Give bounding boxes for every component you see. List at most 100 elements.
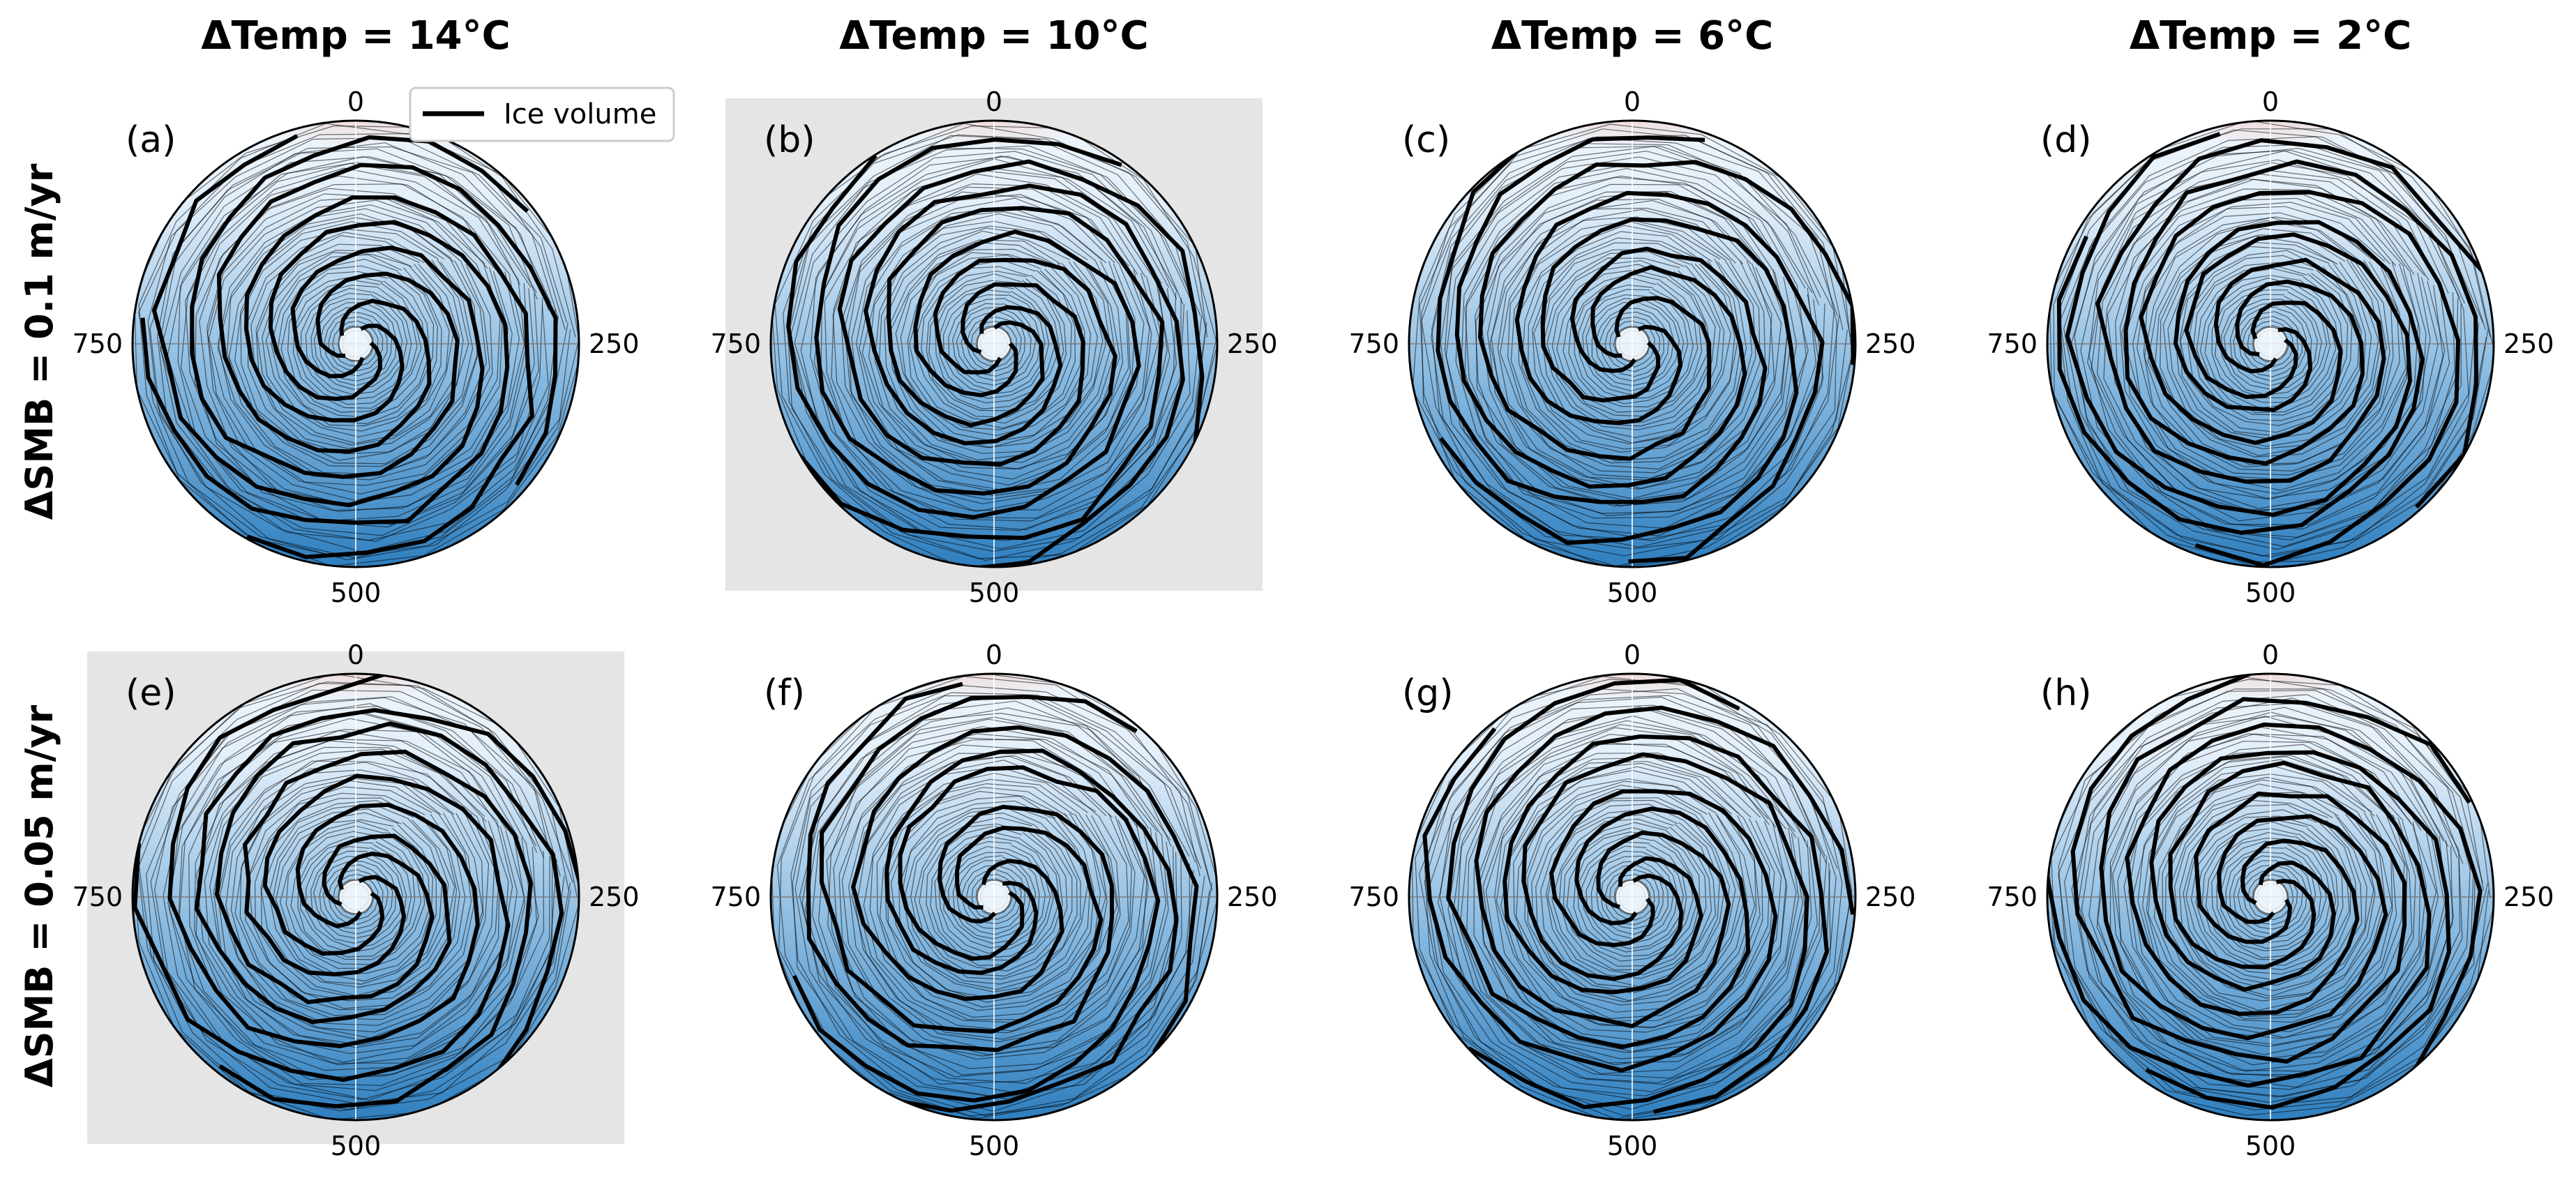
thin-contour xyxy=(185,167,526,511)
ice-volume-line xyxy=(1446,677,1751,1050)
thin-contour xyxy=(889,239,1104,448)
thin-contour xyxy=(852,755,1136,1040)
tick-label-250: 250 xyxy=(2503,329,2554,359)
thin-contour xyxy=(1585,298,1680,392)
thin-contour xyxy=(898,800,1091,993)
thin-contour xyxy=(948,298,1041,391)
tick-label-750: 750 xyxy=(1987,329,2038,359)
thin-contours xyxy=(1412,123,1855,567)
ice-volume-line xyxy=(2070,674,2407,1064)
thin-contour xyxy=(851,755,1132,1034)
tick-label-0: 0 xyxy=(347,86,364,117)
tick-label-500: 500 xyxy=(331,1131,382,1161)
thin-contour xyxy=(2201,828,2339,966)
ice-volume-series xyxy=(1422,677,1855,1115)
thin-contour xyxy=(2088,159,2455,530)
tick-label-750: 750 xyxy=(1348,329,1399,359)
polar-frame xyxy=(769,672,1219,1122)
thin-contour xyxy=(2205,831,2337,960)
thin-contour xyxy=(313,302,397,386)
thin-contour xyxy=(280,820,430,970)
row-title-1: ΔSMB = 0.1 m/yr xyxy=(17,163,61,520)
panel-c: 0 250 500 750 (c) xyxy=(1348,86,1915,608)
thin-contour xyxy=(138,682,574,1110)
thin-contour xyxy=(1551,818,1712,975)
thin-contour xyxy=(2174,246,2366,440)
ice-volume-line xyxy=(1514,190,1825,564)
thin-contour xyxy=(188,729,526,1064)
ice-volume-line xyxy=(837,159,1205,467)
ice-volume-line xyxy=(1436,150,1768,504)
polar-frame xyxy=(131,672,580,1122)
thin-contour xyxy=(820,167,1170,519)
thin-contour xyxy=(1568,277,1698,408)
ice-volume-line xyxy=(884,748,1179,1113)
thin-contour xyxy=(199,188,513,506)
thin-contour xyxy=(902,805,1089,990)
thin-contour xyxy=(2058,688,2489,1107)
thin-contour xyxy=(930,831,1060,961)
thin-contour xyxy=(1411,679,1853,1120)
thin-contour xyxy=(905,807,1081,985)
ice-volume-line xyxy=(2139,190,2461,567)
thin-contour xyxy=(322,864,389,929)
thin-contour xyxy=(2103,179,2439,513)
thin-contour xyxy=(1500,766,1761,1028)
thin-contour xyxy=(890,241,1098,448)
tick-label-500: 500 xyxy=(2245,1131,2296,1161)
thin-contour xyxy=(876,778,1117,1018)
thin-contour xyxy=(300,841,412,953)
thin-contour xyxy=(2063,144,2476,550)
thin-contour xyxy=(2211,838,2332,958)
ice-volume-line xyxy=(244,195,534,559)
column-title-3: ΔTemp = 6°C xyxy=(1491,13,1774,59)
thin-contour xyxy=(811,716,1179,1078)
tick-label-500: 500 xyxy=(969,578,1020,608)
tick-label-750: 750 xyxy=(72,329,123,359)
thin-contour xyxy=(1591,302,1674,386)
panel-g: 0 250 500 750 (g) xyxy=(1348,640,1915,1161)
thin-contour xyxy=(1464,175,1809,517)
thin-contour xyxy=(278,265,435,425)
tick-label-250: 250 xyxy=(589,329,640,359)
thin-contour xyxy=(254,797,458,997)
thin-contour xyxy=(857,760,1129,1032)
thin-contour xyxy=(2053,128,2491,567)
tick-label-250: 250 xyxy=(1227,882,1278,912)
thin-contour xyxy=(1456,720,1806,1074)
thin-contour xyxy=(150,696,557,1100)
thin-contour xyxy=(280,271,430,418)
thin-contour xyxy=(776,684,1213,1117)
thin-contour xyxy=(2180,255,2360,433)
thin-contour xyxy=(787,135,1207,552)
ice-volume-series xyxy=(133,674,579,1109)
thin-contour xyxy=(2174,799,2367,997)
thin-contour xyxy=(1437,707,1821,1083)
thin-contour xyxy=(1521,231,1742,453)
panel-label: (a) xyxy=(126,119,176,161)
thin-contour xyxy=(961,310,1025,377)
panel-label: (f) xyxy=(764,672,805,714)
thin-contour xyxy=(1478,742,1788,1054)
tick-label-0: 0 xyxy=(1624,640,1641,670)
panel-label: (e) xyxy=(126,672,176,714)
thin-contour xyxy=(928,280,1060,410)
thin-contour xyxy=(218,762,490,1033)
thin-contour xyxy=(227,213,487,475)
thin-contour xyxy=(771,674,1217,1117)
thin-contour xyxy=(180,163,529,522)
panel-d: 0 250 500 750 (d) xyxy=(1987,86,2554,608)
thin-contour xyxy=(292,280,422,409)
tick-label-250: 250 xyxy=(1227,329,1278,359)
tick-label-500: 500 xyxy=(1607,578,1658,608)
polar-frame xyxy=(2046,119,2495,568)
thin-contour xyxy=(327,869,384,925)
ice-volume-line xyxy=(1439,217,1799,545)
thin-contour xyxy=(1507,220,1756,470)
thin-contour xyxy=(1424,695,1838,1101)
thin-contour xyxy=(305,845,407,949)
thin-contour xyxy=(874,225,1116,463)
ice-volume-line xyxy=(814,137,1122,496)
panel-label: (h) xyxy=(2040,672,2092,714)
